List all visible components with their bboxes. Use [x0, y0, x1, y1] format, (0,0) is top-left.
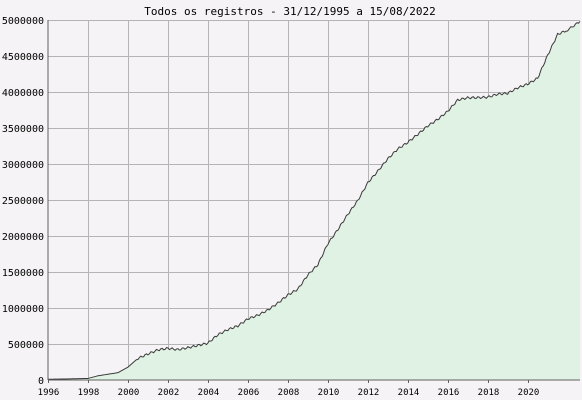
x-tick-label: 2008: [278, 388, 300, 398]
y-tick-labels: 0 500000 1000000 1500000 2000000 2500000 30000…: [2, 16, 44, 387]
y-tick-label: 5000000: [2, 16, 44, 27]
y-tick-label: 0: [38, 376, 44, 387]
x-tick-label: 2006: [238, 388, 260, 398]
y-tick-label: 2500000: [2, 196, 44, 207]
x-tick-label: 2002: [158, 388, 180, 398]
y-tick-label: 500000: [8, 340, 44, 351]
x-tick-label: 1998: [78, 388, 100, 398]
y-tick-label: 4000000: [2, 88, 44, 99]
x-tick-label: 2012: [358, 388, 380, 398]
y-tick-label: 4500000: [2, 52, 44, 63]
series-area-fill: [48, 21, 580, 380]
y-tick-label: 3500000: [2, 124, 44, 135]
x-tick-labels: 1996 1998 2000 2002 2004 2006 2008 2010 2012 2014…: [38, 388, 540, 398]
x-tick-label: 2000: [118, 388, 140, 398]
series-line: [47, 21, 581, 380]
x-tick-label: 2004: [198, 388, 220, 398]
x-tick-label: 2014: [398, 388, 420, 398]
y-tick-label: 3000000: [2, 160, 44, 171]
x-tick-label: 2010: [318, 388, 340, 398]
y-tick-label: 1500000: [2, 268, 44, 279]
x-tick-label: 1996: [38, 388, 60, 398]
y-tick-label: 1000000: [2, 304, 44, 315]
x-tick-label: 2020: [518, 388, 540, 398]
y-tick-label: 2000000: [2, 232, 44, 243]
x-tick-label: 2018: [478, 388, 500, 398]
x-tick-label: 2016: [438, 388, 460, 398]
chart-title: Todos os registros - 31/12/1995 a 15/08/…: [144, 5, 435, 18]
series-layer: [47, 21, 581, 380]
